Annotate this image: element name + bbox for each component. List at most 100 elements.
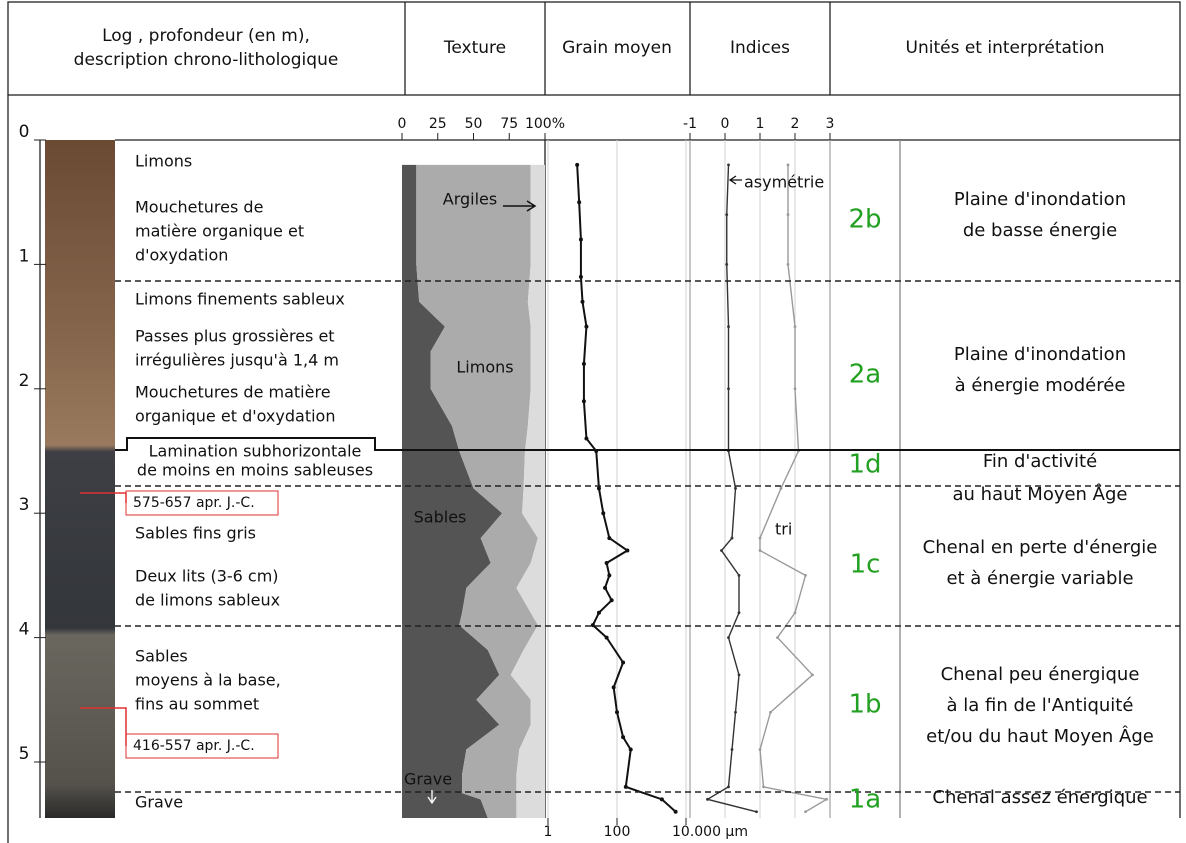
index-label: asymétrie xyxy=(744,173,824,192)
profile-point xyxy=(581,361,586,366)
description: de moins en moins sableuses xyxy=(137,461,373,480)
description: Sables fins gris xyxy=(135,524,256,543)
unit-interpretation: Chenal en perte d'énergie xyxy=(923,537,1158,558)
profile-point xyxy=(804,810,807,814)
texture-area xyxy=(510,164,545,818)
profile-point xyxy=(793,387,797,391)
unit-boundary xyxy=(115,437,1180,451)
profile-point xyxy=(609,598,614,603)
profile-point xyxy=(604,635,609,640)
depth-tick-label: 4 xyxy=(19,620,30,640)
profile-point xyxy=(755,810,758,814)
profile-point xyxy=(776,636,779,639)
profile-point xyxy=(727,636,730,639)
unit-interpretation: à énergie modérée xyxy=(955,375,1126,396)
date-label: 575-657 apr. J.-C. xyxy=(133,495,255,511)
profile-point xyxy=(575,162,580,167)
date-leader xyxy=(80,707,127,746)
profile-line xyxy=(705,164,757,813)
column-header: Log , profondeur (en m), xyxy=(102,26,310,46)
depth-tick-label: 2 xyxy=(19,371,30,391)
description: irrégulières jusqu'à 1,4 m xyxy=(135,351,339,370)
profile-point xyxy=(737,673,741,677)
description: Sables xyxy=(135,647,188,666)
x-tick-label: -1 xyxy=(683,116,697,132)
profile-point xyxy=(737,574,741,577)
x-tick-label: 10.000 µm xyxy=(672,824,748,840)
unit-code: 1a xyxy=(849,785,881,815)
unit-interpretation: Plaine d'inondation xyxy=(954,344,1126,365)
unit-interpretation: et à énergie variable xyxy=(946,568,1133,589)
profile-point xyxy=(779,486,783,490)
description: fins au sommet xyxy=(135,695,259,714)
description: Grave xyxy=(135,793,183,812)
profile-point xyxy=(734,486,737,490)
arrow xyxy=(427,790,437,805)
unit-code: 1c xyxy=(850,550,881,580)
description: Limons finements sableux xyxy=(135,290,345,309)
profile-point xyxy=(584,324,589,329)
profile-point xyxy=(601,511,606,516)
profile-point xyxy=(758,536,762,540)
x-tick-label: 1 xyxy=(544,824,553,840)
unit-code: 1b xyxy=(848,690,881,720)
texture-label: Sables xyxy=(414,508,467,527)
profile-point xyxy=(825,797,828,801)
description: Limons xyxy=(135,152,192,171)
x-tick-label: 3 xyxy=(826,116,835,132)
unit-interpretation: Chenal peu énergique xyxy=(941,664,1140,685)
column-header: Unités et interprétation xyxy=(906,38,1105,58)
profile-point xyxy=(580,299,585,304)
profile-point xyxy=(611,685,616,690)
profile-point xyxy=(727,387,730,391)
unit-code: 1d xyxy=(848,450,881,480)
texture-label: Grave xyxy=(404,770,452,789)
unit-interpretation: Fin d'activité xyxy=(983,451,1097,472)
profile-point xyxy=(734,710,737,714)
unit-interpretation: et/ou du haut Moyen Âge xyxy=(926,725,1154,747)
profile-point xyxy=(725,263,729,266)
profile-point xyxy=(758,549,762,552)
unit-code: 2b xyxy=(848,205,881,235)
column-header: description chrono-lithologique xyxy=(74,50,339,70)
column-header: Indices xyxy=(730,38,790,58)
profile-point xyxy=(727,163,730,167)
description: Mouchetures de xyxy=(135,198,263,217)
index-label: tri xyxy=(775,520,792,539)
unit-interpretation: à la fin de l'Antiquité xyxy=(947,695,1134,716)
description: Lamination subhorizontale xyxy=(149,442,362,461)
profile-point xyxy=(584,436,589,441)
profile-point xyxy=(720,549,723,552)
x-tick-label: 0 xyxy=(398,116,407,132)
profile-point xyxy=(758,748,762,751)
core-photo xyxy=(45,140,115,818)
profile-point xyxy=(621,735,626,740)
description: moyens à la base, xyxy=(135,671,281,690)
profile-point xyxy=(578,274,583,279)
profile-point xyxy=(793,325,797,328)
x-tick-label: 100% xyxy=(525,116,565,132)
texture-label: Argiles xyxy=(443,190,497,209)
profile-point xyxy=(725,213,729,217)
profile-point xyxy=(578,237,583,242)
profile-point xyxy=(659,797,664,802)
column-header: Grain moyen xyxy=(562,38,672,58)
profile-point xyxy=(786,263,790,266)
unit-interpretation: Plaine d'inondation xyxy=(954,189,1126,210)
x-tick-label: 25 xyxy=(429,116,447,132)
description: d'oxydation xyxy=(135,246,228,265)
profile-point xyxy=(793,611,797,615)
description: organique et d'oxydation xyxy=(135,407,335,426)
profile-point xyxy=(590,623,595,628)
profile-point xyxy=(623,784,628,789)
depth-tick-label: 0 xyxy=(19,122,30,142)
description: Deux lits (3-6 cm) xyxy=(135,567,279,586)
profile-point xyxy=(727,785,730,789)
profile-point xyxy=(811,673,814,677)
profile-point xyxy=(673,809,678,814)
texture-area xyxy=(416,164,538,818)
profile-point xyxy=(604,560,609,565)
profile-point xyxy=(730,748,734,751)
header-frame xyxy=(7,1,1181,96)
